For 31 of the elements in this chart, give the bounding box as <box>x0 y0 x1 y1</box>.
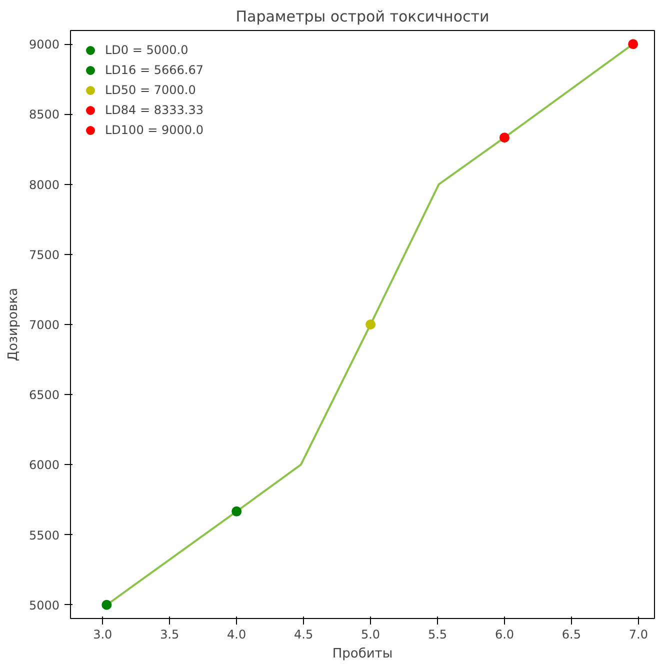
y-tick-label: 7500 <box>28 248 60 262</box>
point <box>102 600 112 610</box>
legend-label: LD100 = 9000.0 <box>105 123 204 137</box>
x-tick-label: 4.5 <box>294 628 314 642</box>
y-tick-label: 8500 <box>28 108 60 122</box>
x-tick-label: 6.0 <box>494 628 514 642</box>
x-tick-label: 6.5 <box>562 628 582 642</box>
y-tick-label: 6000 <box>28 458 60 472</box>
x-tick-label: 3.5 <box>160 628 180 642</box>
y-axis-title: Дозировка <box>6 288 21 362</box>
y-tick-label: 8000 <box>28 178 60 192</box>
x-axis-title: Пробиты <box>332 646 393 662</box>
legend-label: LD0 = 5000.0 <box>105 43 188 57</box>
y-tick-label: 5500 <box>28 528 60 542</box>
chart-title: Параметры острой токсичности <box>236 8 490 26</box>
y-tick-label: 5000 <box>28 598 60 612</box>
legend-label: LD50 = 7000.0 <box>105 83 196 97</box>
y-tick-label: 6500 <box>28 388 60 402</box>
y-tick-label: 9000 <box>28 38 60 52</box>
x-tick-label: 5.5 <box>428 628 448 642</box>
legend-label: LD16 = 5666.67 <box>105 63 204 77</box>
y-tick-label: 7000 <box>28 318 60 332</box>
legend-label: LD84 = 8333.33 <box>105 103 204 117</box>
x-tick-label: 7.0 <box>628 628 648 642</box>
x-tick-label: 3.0 <box>93 628 112 642</box>
x-tick-label: 4.0 <box>227 628 246 642</box>
point <box>366 320 376 330</box>
point <box>499 132 510 143</box>
point <box>628 39 638 50</box>
point <box>232 506 242 516</box>
x-tick-label: 5.0 <box>360 628 380 642</box>
